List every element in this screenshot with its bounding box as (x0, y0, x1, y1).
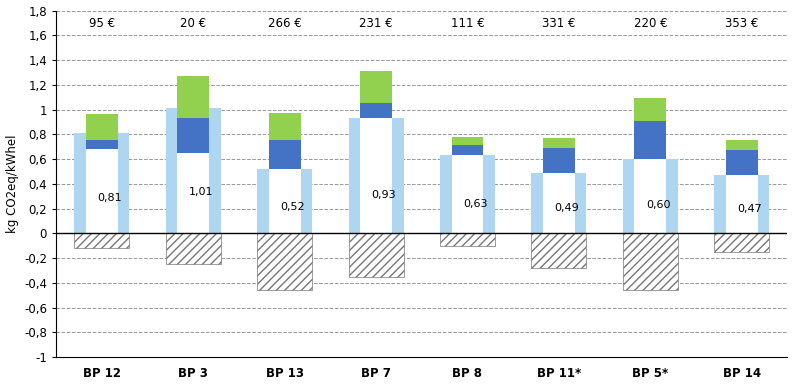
Text: 231 €: 231 € (359, 17, 393, 30)
Text: 20 €: 20 € (180, 17, 206, 30)
Text: 0,93: 0,93 (371, 190, 396, 200)
Bar (634, 98, 666, 121)
Bar (634, 159, 666, 233)
Text: 0,52: 0,52 (280, 202, 305, 212)
Y-axis label: kg CO2eq/kWhel: kg CO2eq/kWhel (6, 135, 18, 233)
Bar (726, 151, 758, 175)
Bar (86, 115, 118, 141)
Bar (440, 233, 495, 245)
Bar (634, 121, 666, 159)
Text: 0,49: 0,49 (554, 203, 579, 213)
Text: 353 €: 353 € (725, 17, 758, 30)
Bar (178, 153, 209, 233)
Text: 0,81: 0,81 (98, 193, 122, 203)
Bar (360, 118, 392, 233)
Bar (166, 108, 220, 233)
Bar (75, 133, 129, 233)
Bar (360, 103, 392, 118)
Bar (531, 233, 586, 268)
Bar (623, 233, 678, 290)
Bar (714, 233, 769, 252)
Bar (86, 141, 118, 149)
Bar (714, 175, 769, 233)
Bar (360, 71, 392, 103)
Text: 0,60: 0,60 (646, 200, 670, 210)
Bar (543, 138, 575, 148)
Bar (86, 149, 118, 233)
Bar (178, 118, 209, 153)
Bar (623, 159, 678, 233)
Bar (178, 76, 209, 118)
Bar (440, 155, 495, 233)
Bar (349, 233, 404, 277)
Text: 1,01: 1,01 (189, 187, 213, 197)
Bar (726, 175, 758, 233)
Bar (543, 148, 575, 173)
Bar (726, 141, 758, 151)
Bar (451, 137, 484, 146)
Bar (269, 113, 301, 141)
Text: 111 €: 111 € (450, 17, 485, 30)
Bar (257, 169, 312, 233)
Text: 0,63: 0,63 (463, 199, 488, 209)
Bar (531, 173, 586, 233)
Text: 220 €: 220 € (634, 17, 667, 30)
Bar (269, 141, 301, 169)
Bar (451, 155, 484, 233)
Bar (349, 118, 404, 233)
Bar (257, 233, 312, 290)
Text: 331 €: 331 € (542, 17, 576, 30)
Bar (269, 169, 301, 233)
Bar (166, 233, 220, 264)
Bar (75, 233, 129, 248)
Bar (543, 173, 575, 233)
Text: 266 €: 266 € (268, 17, 301, 30)
Text: 95 €: 95 € (89, 17, 115, 30)
Bar (451, 146, 484, 155)
Text: 0,47: 0,47 (737, 204, 762, 214)
